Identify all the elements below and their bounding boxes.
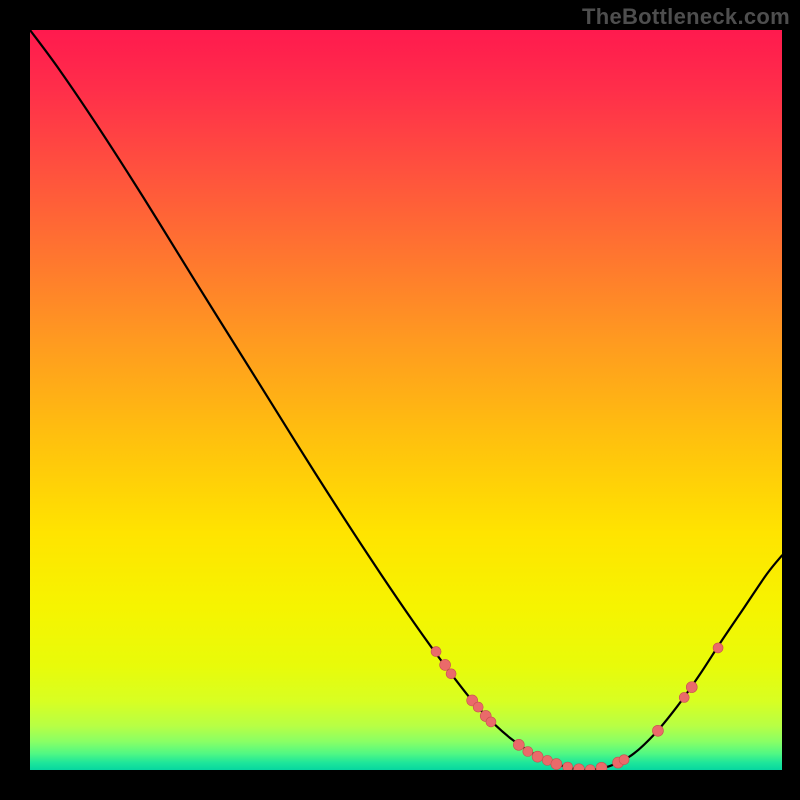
chart-container: TheBottleneck.com (0, 0, 800, 800)
curve-marker (431, 647, 441, 657)
curve-marker (619, 755, 629, 765)
curve-marker (532, 751, 543, 762)
curve-marker (486, 717, 496, 727)
curve-marker (446, 669, 456, 679)
curve-marker (440, 659, 451, 670)
bottleneck-curve-chart (30, 30, 782, 770)
curve-marker (679, 692, 689, 702)
curve-marker (713, 643, 723, 653)
curve-marker (473, 702, 483, 712)
curve-marker (513, 739, 524, 750)
curve-marker (686, 682, 697, 693)
curve-marker (523, 747, 533, 757)
curve-marker (652, 725, 663, 736)
chart-background (30, 30, 782, 770)
watermark-label: TheBottleneck.com (582, 4, 790, 30)
curve-marker (563, 762, 573, 770)
curve-marker (551, 759, 562, 770)
